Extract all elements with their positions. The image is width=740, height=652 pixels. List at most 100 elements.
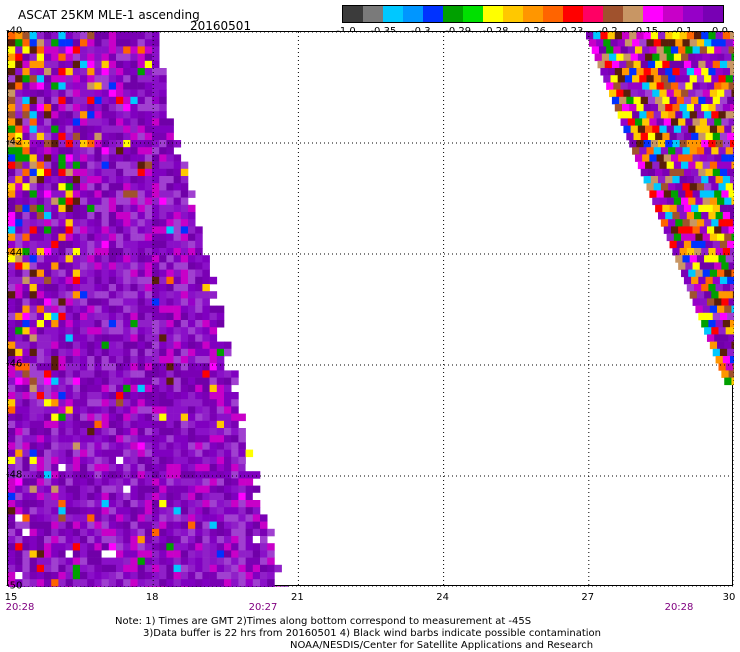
swath-cell	[216, 435, 225, 443]
swath-cell	[87, 312, 95, 321]
swath-cell	[180, 500, 189, 508]
swath-cell	[80, 521, 88, 530]
swath-cell	[116, 82, 124, 90]
swath-cell	[152, 53, 160, 62]
swath-cell	[706, 82, 715, 90]
swath-cell	[180, 572, 189, 580]
swath-cell	[728, 262, 734, 270]
swath-cell	[22, 82, 30, 90]
swath-cell	[180, 485, 189, 494]
swath-cell	[130, 363, 138, 371]
swath-cell	[188, 536, 196, 544]
swath-cell	[216, 572, 225, 580]
swath-cell	[44, 212, 52, 220]
swath-cell	[137, 305, 146, 314]
swath-cell	[101, 370, 110, 378]
swath-cell	[29, 89, 38, 98]
swath-cell	[130, 471, 138, 479]
swath-cell	[152, 190, 160, 198]
swath-cell	[224, 543, 232, 551]
swath-cell	[712, 348, 721, 357]
swath-cell	[101, 327, 110, 335]
swath-cell	[609, 53, 617, 62]
swath-cell	[80, 276, 88, 285]
swath-cell	[137, 147, 146, 155]
swath-cell	[699, 46, 708, 54]
swath-cell	[166, 233, 174, 242]
swath-cell	[87, 500, 95, 508]
swath-cell	[8, 507, 16, 515]
swath-cell	[65, 312, 74, 321]
swath-cell	[51, 413, 59, 422]
swath-cell	[8, 485, 16, 494]
swath-cell	[709, 233, 718, 242]
swath-cell	[58, 456, 66, 465]
swath-cell	[29, 68, 38, 76]
swath-cell	[101, 140, 110, 148]
swath-cell	[706, 190, 715, 198]
swath-cell	[36, 82, 45, 90]
swath-cell	[123, 413, 131, 422]
swath-cell	[173, 435, 182, 443]
swath-cell	[123, 140, 131, 148]
swath-cell	[731, 125, 734, 134]
swath-cell	[159, 248, 167, 256]
swath-cell	[224, 377, 232, 386]
swath-cell	[180, 392, 189, 400]
swath-cell	[600, 68, 608, 76]
swath-cell	[209, 363, 218, 371]
swath-cell	[108, 183, 117, 191]
swath-cell	[202, 276, 210, 285]
swath-cell	[180, 276, 189, 285]
swath-cell	[101, 384, 110, 393]
swath-cell	[722, 356, 731, 364]
swath-cell	[36, 125, 45, 134]
swath-cell	[670, 190, 679, 198]
swath-cell	[658, 212, 666, 220]
swath-cell	[8, 557, 16, 566]
swath-cell	[209, 557, 218, 566]
swath-cell	[152, 291, 160, 299]
swath-cell	[224, 521, 232, 530]
swath-cell	[51, 60, 59, 69]
swath-cell	[683, 204, 692, 213]
swath-cell	[51, 276, 59, 285]
swath-cell	[719, 312, 728, 321]
swath-cell	[622, 32, 630, 40]
swath-cell	[173, 168, 182, 177]
swath-cell	[65, 240, 74, 249]
swath-cell	[166, 305, 174, 314]
swath-cell	[22, 53, 30, 62]
swath-cell	[108, 255, 117, 263]
swath-cell	[173, 154, 182, 162]
swath-cell	[51, 363, 59, 371]
swath-cell	[65, 276, 74, 285]
swath-cell	[636, 68, 644, 76]
swath-cell	[732, 111, 734, 119]
swath-cell	[130, 348, 138, 357]
swath-cell	[51, 435, 59, 443]
swath-cell	[224, 449, 232, 458]
swath-cell	[682, 111, 690, 119]
swath-cell	[44, 420, 52, 429]
swath-cell	[15, 471, 23, 479]
swath-cell	[58, 492, 66, 501]
swath-cell	[58, 284, 66, 292]
swath-cell	[195, 413, 203, 422]
swath-cell	[665, 68, 673, 76]
swath-cell	[238, 557, 246, 566]
swath-cell	[195, 248, 203, 256]
swath-cell	[731, 341, 734, 350]
swath-cell	[65, 176, 74, 184]
swath-cell	[58, 219, 66, 227]
swath-cell	[58, 356, 66, 364]
swath-cell	[173, 543, 182, 551]
swath-cell	[188, 212, 196, 220]
swath-cell	[714, 334, 722, 342]
swath-cell	[202, 392, 210, 400]
swath-cell	[152, 298, 160, 306]
swath-cell	[699, 262, 708, 270]
swath-cell	[166, 442, 174, 450]
swath-cell	[672, 248, 680, 256]
swath-cell	[116, 334, 124, 342]
